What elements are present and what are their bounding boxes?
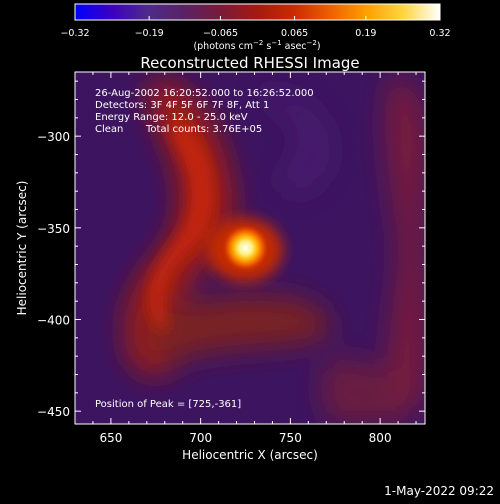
colorbar-frame	[74, 3, 441, 21]
x-axis-label: Heliocentric X (arcsec)	[182, 448, 318, 462]
colorbar-units: (photons cm−2 s−1 asec−2)	[193, 39, 320, 52]
colorbar-ticks: −0.32 −0.19 −0.065 0.065 0.19 0.32	[60, 16, 451, 39]
right-edge-emission	[385, 72, 425, 415]
x-tick-label: 800	[369, 431, 392, 445]
peak-source	[221, 224, 270, 272]
info-annotations: 26-Aug-2002 16:20:52.000 to 16:26:52.000…	[95, 88, 314, 410]
x-tick-label: 700	[189, 431, 212, 445]
y-tick-label: −450	[37, 405, 70, 419]
timestamp: 1-May-2022 09:22	[384, 484, 494, 498]
top-right-swirl	[255, 89, 330, 194]
chart-title: Reconstructed RHESSI Image	[140, 54, 359, 72]
y-axis-ticks: −300 −350 −400 −450	[37, 80, 425, 419]
colorbar-tick-label: 0.32	[429, 28, 450, 39]
clean-text: Clean	[95, 124, 123, 135]
x-tick-label: 650	[99, 431, 122, 445]
colorbar-tick-label: 0.065	[281, 28, 308, 39]
time-range-text: 26-Aug-2002 16:20:52.000 to 16:26:52.000	[95, 88, 314, 99]
peak-position-text: Position of Peak = [725,-361]	[95, 399, 241, 410]
colorbar-fill	[75, 4, 440, 20]
x-tick-label: 750	[279, 431, 302, 445]
lower-arm-emission	[141, 295, 331, 363]
colorbar-tick-label: 0.19	[355, 28, 376, 39]
y-tick-label: −350	[37, 222, 70, 236]
total-counts-text: Total counts: 3.76E+05	[145, 124, 262, 135]
colorbar: −0.32 −0.19 −0.065 0.065 0.19 0.32 (photons c…	[60, 3, 451, 52]
y-axis-label: Heliocentric Y (arcsec)	[15, 181, 29, 316]
colorbar-tick-label: −0.32	[60, 28, 89, 39]
colorbar-tick-label: −0.065	[203, 28, 238, 39]
colorbar-tick-label: −0.19	[135, 28, 164, 39]
plot-frame	[74, 71, 426, 425]
heatmap-image	[75, 72, 425, 424]
x-axis-ticks: 650 700 750 800	[92, 72, 417, 445]
y-tick-label: −400	[37, 314, 70, 328]
left-arc-core	[149, 120, 213, 331]
y-tick-label: −300	[37, 130, 70, 144]
bottom-right-emission	[320, 358, 410, 424]
detectors-text: Detectors: 3F 4F 5F 6F 7F 8F, Att 1	[95, 100, 269, 111]
energy-range-text: Energy Range: 12.0 - 25.0 keV	[95, 112, 248, 123]
